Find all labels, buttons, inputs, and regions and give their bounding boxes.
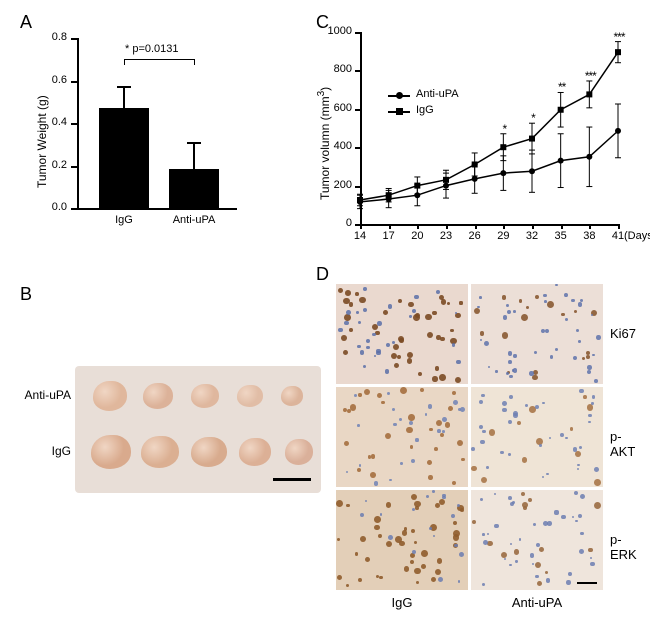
panel-c-marker-square bbox=[586, 91, 592, 97]
panel-c-marker-square bbox=[443, 177, 449, 183]
panel-c-xtick-label: 20 bbox=[407, 230, 427, 242]
panel-c-marker-circle bbox=[558, 158, 564, 164]
panel-c-sig-mark: * bbox=[493, 122, 515, 136]
panel-c-ytick-label: 200 bbox=[320, 179, 352, 191]
panel-c-marker-square bbox=[615, 49, 621, 55]
panel-c-ytick-label: 800 bbox=[320, 63, 352, 75]
panel-c-sig-mark: *** bbox=[608, 30, 630, 44]
panel-c-legend-label: Anti-uPA bbox=[416, 88, 459, 100]
panel-c-sig-mark: *** bbox=[579, 69, 601, 83]
panel-d-col-label: Anti-uPA bbox=[471, 595, 603, 610]
panel-c-xtick-label: 32 bbox=[522, 230, 542, 242]
panel-b-row-label: Anti-uPA bbox=[15, 388, 71, 402]
panel-c-ytick-label: 1000 bbox=[320, 25, 352, 37]
panel-c-marker-square bbox=[472, 161, 478, 167]
panel-c-marker-square bbox=[500, 144, 506, 150]
panel-d-scalebar bbox=[577, 582, 597, 584]
panel-c-xtick-label: 14 bbox=[350, 230, 370, 242]
panel-c-marker-square bbox=[357, 197, 363, 203]
panel-d-ihc-image bbox=[336, 490, 468, 590]
panel-c-xtick-label: 35 bbox=[551, 230, 571, 242]
panel-d-ihc-image bbox=[471, 387, 603, 487]
panel-c-marker-square bbox=[414, 183, 420, 189]
figure: A B C D Tumor Weight (g) * p=0.0131 0.00… bbox=[0, 0, 650, 633]
panel-c-marker-circle bbox=[586, 154, 592, 160]
panel-c-legend-label: IgG bbox=[416, 104, 434, 116]
panel-d-ihc-image bbox=[336, 387, 468, 487]
panel-c-marker-circle bbox=[529, 168, 535, 174]
panel-c-marker-circle bbox=[500, 170, 506, 176]
panel-d-ihc-image bbox=[471, 490, 603, 590]
panel-c-marker-circle bbox=[615, 128, 621, 134]
panel-c-xtick-label: 41 bbox=[608, 230, 628, 242]
panel-c-marker-circle bbox=[472, 176, 478, 182]
panel-c-ytick-label: 600 bbox=[320, 102, 352, 114]
panel-b-row-label: IgG bbox=[15, 444, 71, 458]
panel-c-xtick-label: 38 bbox=[579, 230, 599, 242]
panel-c-xtick-label: 29 bbox=[493, 230, 513, 242]
panel-c-sig-mark: ** bbox=[551, 80, 573, 94]
panel-c-marker-square bbox=[386, 192, 392, 198]
panel-c-xtick-label: 23 bbox=[436, 230, 456, 242]
panel-d-row-label: p-AKT bbox=[610, 429, 635, 459]
panel-c-sig-mark: * bbox=[522, 111, 544, 125]
panel-d-ihc-image bbox=[336, 284, 468, 384]
panel-c-ytick-label: 0 bbox=[320, 217, 352, 229]
panel-d-ihc-image bbox=[471, 284, 603, 384]
panel-d-col-label: IgG bbox=[336, 595, 468, 610]
panel-c-xtick-label: 17 bbox=[379, 230, 399, 242]
panel-d-row-label: p-ERK bbox=[610, 532, 637, 562]
panel-d-row-label: Ki67 bbox=[610, 326, 636, 341]
panel-c-ytick-label: 400 bbox=[320, 140, 352, 152]
panel-c-marker-square bbox=[558, 107, 564, 113]
panel-c-xtick-label: 26 bbox=[465, 230, 485, 242]
panel-c-marker-square bbox=[529, 136, 535, 142]
